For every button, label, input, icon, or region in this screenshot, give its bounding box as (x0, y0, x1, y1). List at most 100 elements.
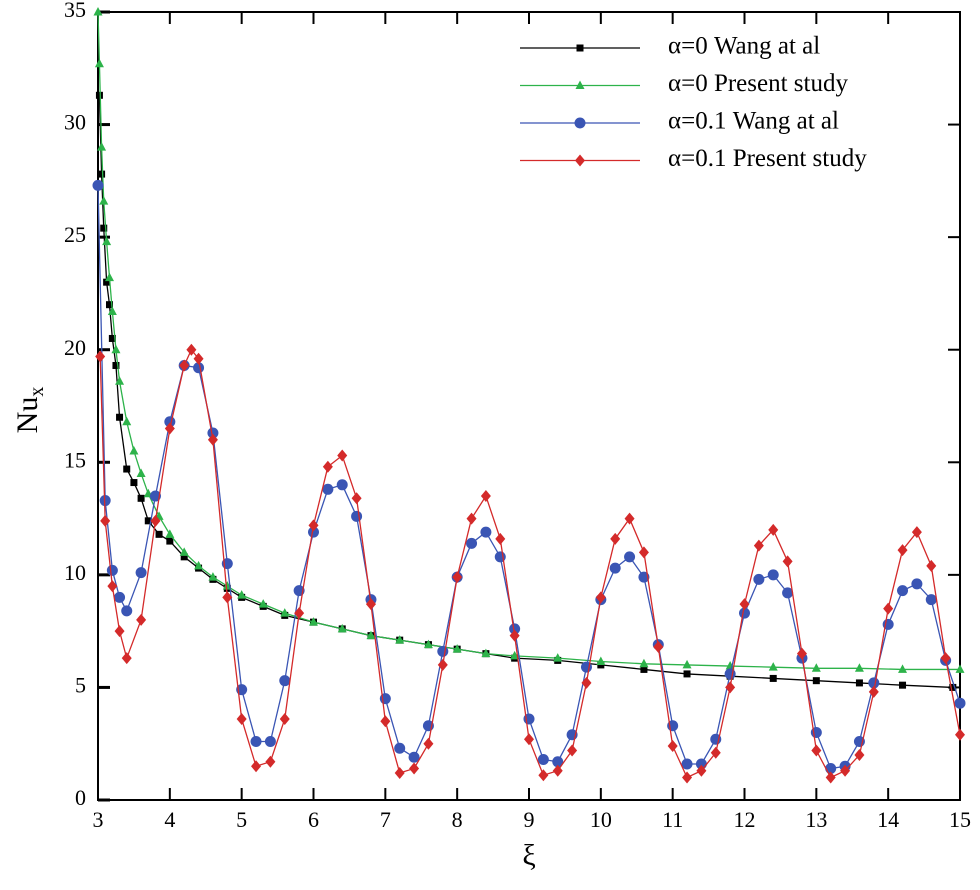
diamond-marker (725, 681, 736, 694)
triangle-marker (111, 344, 121, 354)
triangle-marker (94, 58, 104, 68)
diamond-marker (495, 532, 506, 545)
diamond-marker (796, 647, 807, 660)
circle-marker (574, 117, 586, 129)
legend-label: α=0 Wang at al (668, 33, 820, 60)
diamond-marker (164, 422, 175, 435)
triangle-marker (129, 446, 139, 455)
square-marker (116, 413, 124, 421)
diamond-marker (365, 598, 376, 611)
diamond-marker (595, 591, 606, 604)
circle-marker (135, 567, 147, 579)
diamond-marker (279, 712, 290, 725)
triangle-marker (122, 416, 132, 426)
diamond-marker (667, 739, 678, 752)
circle-marker (336, 479, 348, 491)
triangle-marker (165, 529, 175, 538)
diamond-marker (868, 685, 879, 698)
square-marker (855, 679, 863, 687)
triangle-marker (136, 468, 146, 478)
square-marker (155, 530, 163, 538)
circle-marker (681, 758, 693, 770)
diamond-marker (739, 598, 750, 611)
diamond-marker (610, 532, 621, 545)
square-marker (144, 517, 152, 525)
diamond-marker (193, 352, 204, 365)
circle-marker (480, 526, 492, 538)
square-marker (576, 44, 584, 52)
diamond-marker (552, 764, 563, 777)
diamond-marker (883, 602, 894, 615)
square-marker (100, 224, 108, 232)
diamond-marker (782, 555, 793, 568)
circle-marker (509, 623, 521, 635)
diamond-marker (351, 492, 362, 505)
triangle-marker (725, 661, 735, 670)
x-tick-label: 12 (734, 807, 756, 832)
x-tick-label: 8 (452, 807, 463, 832)
legend-label: α=0 Present study (668, 70, 848, 97)
series-line (97, 11, 960, 671)
y-tick-label: 20 (64, 335, 86, 360)
diamond-marker (567, 744, 578, 757)
diamond-marker (753, 539, 764, 552)
square-marker (769, 674, 777, 682)
diamond-marker (114, 625, 125, 638)
diamond-marker (322, 460, 333, 473)
triangle-marker (97, 142, 107, 151)
square-marker (137, 494, 145, 502)
diamond-marker (825, 771, 836, 784)
triangle-marker (93, 7, 103, 16)
triangle-marker (208, 572, 218, 581)
circle-marker (193, 362, 205, 374)
diamond-marker (696, 764, 707, 777)
circle-marker (767, 569, 779, 581)
square-marker (683, 670, 691, 678)
triangle-marker (682, 659, 692, 669)
circle-marker (724, 668, 736, 680)
triangle-marker (510, 650, 520, 660)
triangle-marker (423, 639, 433, 649)
triangle-marker (366, 630, 376, 640)
circle-marker (739, 607, 750, 619)
y-tick-label: 10 (64, 560, 86, 585)
diamond-marker (466, 512, 477, 525)
y-tick-label: 25 (64, 222, 86, 247)
diamond-marker (575, 154, 585, 167)
triangle-marker (481, 648, 491, 658)
diamond-marker (811, 744, 822, 757)
triangle-marker (452, 644, 462, 653)
diamond-marker (581, 676, 592, 689)
diamond-marker (308, 519, 319, 532)
square-marker (95, 91, 103, 99)
circle-marker (308, 526, 319, 538)
diamond-marker (840, 764, 851, 777)
square-marker (98, 170, 106, 178)
x-tick-label: 6 (308, 807, 319, 832)
diamond-marker (955, 728, 965, 741)
triangle-marker (395, 635, 405, 644)
triangle-marker (194, 560, 204, 570)
triangle-marker (102, 236, 112, 246)
triangle-marker (104, 272, 114, 282)
circle-marker (394, 742, 406, 754)
circle-marker (408, 751, 420, 763)
circle-marker (911, 578, 923, 590)
triangle-marker (107, 306, 117, 315)
square-marker (899, 681, 907, 689)
diamond-marker (710, 746, 721, 759)
circle-marker (897, 585, 909, 597)
circle-marker (624, 551, 636, 563)
square-marker (180, 553, 188, 561)
diamond-marker (186, 343, 197, 356)
triangle-marker (854, 663, 864, 672)
triangle-marker (258, 599, 268, 608)
circle-marker (753, 573, 765, 585)
circle-marker (106, 564, 118, 576)
square-marker (103, 278, 111, 286)
triangle-marker (337, 623, 347, 633)
diamond-marker (409, 762, 420, 775)
diamond-marker (624, 512, 635, 525)
diamond-marker (265, 755, 276, 768)
diamond-marker (100, 514, 111, 527)
